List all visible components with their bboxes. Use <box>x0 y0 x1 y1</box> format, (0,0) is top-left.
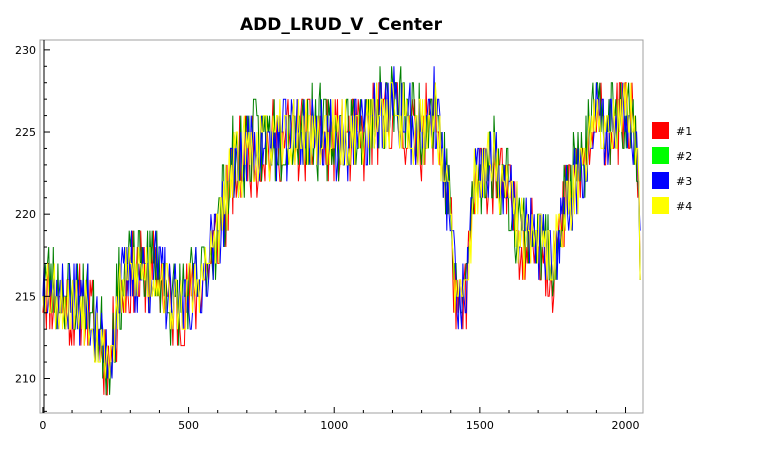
legend-label-1: #1 <box>676 125 692 138</box>
chart-title: ADD_LRUD_V _Center <box>240 15 443 35</box>
x-tick-label: 0 <box>39 419 46 432</box>
plot-area-frame <box>39 39 644 414</box>
legend: #1 #2 #3 #4 <box>652 122 692 214</box>
y-tick-label: 220 <box>15 208 36 221</box>
x-tick-label: 2000 <box>612 419 640 432</box>
legend-label-2: #2 <box>676 150 692 163</box>
legend-swatch-1 <box>652 122 669 139</box>
legend-swatch-4 <box>652 197 669 214</box>
y-tick-label: 225 <box>15 126 36 139</box>
x-tick-label: 500 <box>178 419 199 432</box>
axis-layer: 0 500 1000 1500 2000 210 215 220 225 230 <box>15 40 640 432</box>
legend-swatch-2 <box>652 147 669 164</box>
y-tick-label: 230 <box>15 44 36 57</box>
series-layer <box>42 66 641 396</box>
x-tick-label: 1000 <box>320 419 348 432</box>
legend-label-3: #3 <box>676 175 692 188</box>
legend-swatch-3 <box>652 172 669 189</box>
series-line-4 <box>42 82 641 379</box>
y-tick-label: 210 <box>15 372 36 385</box>
y-tick-label: 215 <box>15 290 36 303</box>
legend-label-4: #4 <box>676 200 692 213</box>
x-tick-label: 1500 <box>466 419 494 432</box>
